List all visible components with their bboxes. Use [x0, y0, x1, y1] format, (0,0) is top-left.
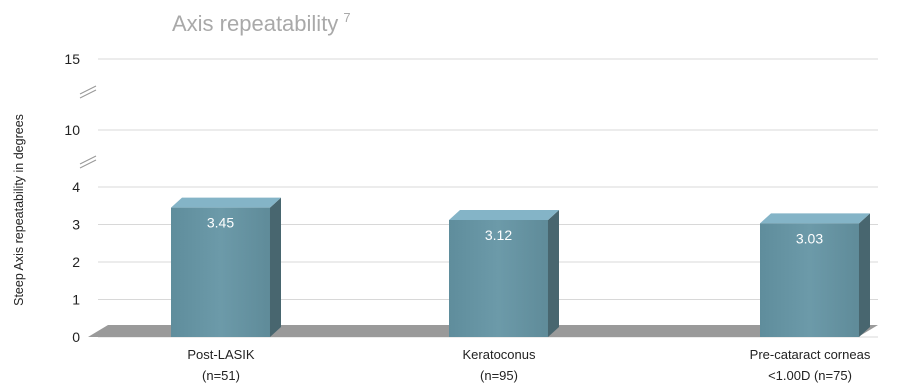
bars: 3.45 3.12 3.03 — [171, 197, 870, 337]
axis-break-mark — [79, 159, 97, 169]
y-tick-15: 15 — [64, 51, 80, 67]
x-axis-categories: Post-LASIK (n=51) Keratoconus (n=95) Pre-cat… — [187, 347, 870, 383]
category-label-line2: (n=51) — [202, 368, 240, 383]
category-label-line2: (n=95) — [480, 368, 518, 383]
bar-top — [171, 197, 281, 208]
y-tick-10: 10 — [64, 122, 80, 138]
y-tick-2: 2 — [72, 254, 80, 270]
bar-3: 3.03 — [760, 213, 870, 337]
bar-side — [270, 197, 281, 337]
axis-break-mark — [79, 155, 97, 165]
bar-side — [548, 210, 559, 337]
category-label-line1: Post-LASIK — [187, 347, 255, 362]
axis-breaks — [79, 85, 97, 169]
bar-front — [449, 220, 548, 337]
bar-side — [859, 213, 870, 337]
chart-title: Axis repeatability 7 — [172, 10, 351, 36]
bar-value-label: 3.45 — [207, 215, 234, 231]
bar-top — [449, 210, 559, 220]
chart-title-text: Axis repeatability — [172, 11, 338, 36]
y-tick-1: 1 — [72, 292, 80, 308]
bar-front — [171, 207, 270, 337]
y-tick-0: 0 — [72, 329, 80, 345]
axis-break-mark — [79, 89, 97, 99]
category-label-line1: Pre-cataract corneas — [750, 347, 871, 362]
y-tick-4: 4 — [72, 179, 80, 195]
bar-value-label: 3.03 — [796, 230, 823, 246]
category-label-line1: Keratoconus — [463, 347, 536, 362]
bar-value-label: 3.12 — [485, 227, 512, 243]
y-axis-ticks: 0 1 2 3 4 10 15 — [64, 51, 80, 345]
category-label-line2: <1.00D (n=75) — [768, 368, 852, 383]
bar-1: 3.45 — [171, 197, 281, 337]
bar-front — [760, 223, 859, 337]
y-axis-label: Steep Axis repeatability in degrees — [12, 114, 26, 306]
y-tick-3: 3 — [72, 217, 80, 233]
bar-2: 3.12 — [449, 210, 559, 337]
chart-title-superscript: 7 — [343, 10, 350, 25]
bar-top — [760, 213, 870, 224]
axis-break-mark — [79, 85, 97, 95]
